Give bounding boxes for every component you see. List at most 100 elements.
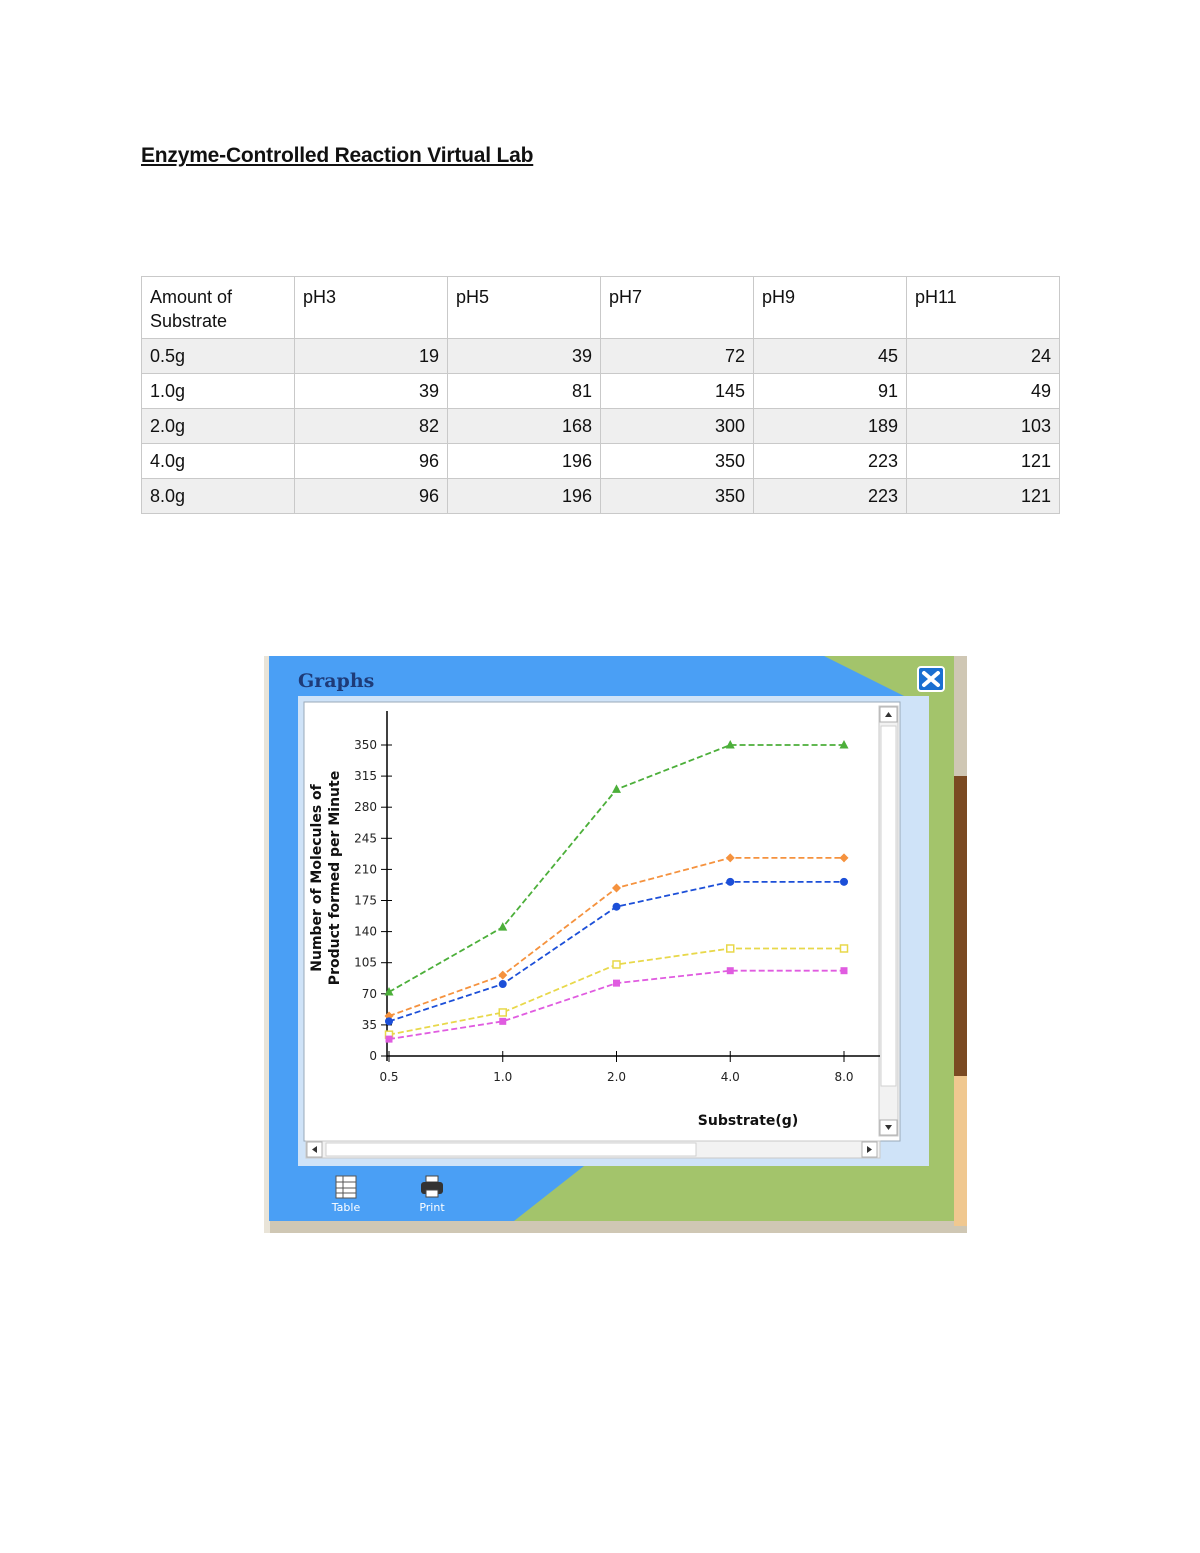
y-tick-label: 35 xyxy=(362,1018,377,1032)
table-cell: 223 xyxy=(753,443,907,479)
arrow-up-icon xyxy=(885,712,892,717)
data-point xyxy=(725,853,735,863)
x-axis-label: Substrate(g) xyxy=(698,1113,798,1129)
y-tick-label: 175 xyxy=(354,894,377,908)
data-point xyxy=(840,967,848,975)
table-row: 4.0g 96 196 350 223 121 xyxy=(141,443,1060,479)
table-cell: 168 xyxy=(447,408,601,444)
print-button[interactable]: Print xyxy=(419,1175,445,1214)
x-tick-label: 4.0 xyxy=(721,1070,740,1084)
table-row: 1.0g 39 81 145 91 49 xyxy=(141,373,1060,409)
scroll-thumb[interactable] xyxy=(325,1142,697,1157)
y-axis-label: Number of Molecules of xyxy=(309,783,325,971)
header-cell: pH11 xyxy=(906,276,1060,339)
data-point xyxy=(612,784,621,793)
arrow-down-icon xyxy=(885,1125,892,1130)
close-icon xyxy=(922,671,940,687)
table-cell: 196 xyxy=(447,478,601,514)
table-row: 8.0g 96 196 350 223 121 xyxy=(141,478,1060,514)
table-button[interactable]: Table xyxy=(331,1175,361,1214)
data-point xyxy=(840,877,848,886)
data-point xyxy=(498,980,507,989)
line-chart: 0 35 70 105 140 175 210 245 280 315 350 0.5 1.0 2.0 4.… xyxy=(309,711,880,1129)
table-cell: 189 xyxy=(753,408,907,444)
table-cell: 350 xyxy=(600,443,754,479)
table-cell: 96 xyxy=(294,478,448,514)
close-button[interactable] xyxy=(917,666,945,692)
arrow-left-icon xyxy=(312,1146,317,1153)
table-cell: 350 xyxy=(600,478,754,514)
data-point xyxy=(725,740,735,749)
y-tick-label: 245 xyxy=(354,831,377,845)
row-label: 8.0g xyxy=(141,478,295,514)
data-point xyxy=(612,960,621,969)
y-tick-label: 210 xyxy=(354,862,377,876)
row-label: 0.5g xyxy=(141,338,295,374)
y-tick-label: 280 xyxy=(354,800,377,814)
table-cell: 196 xyxy=(447,443,601,479)
table-button-label: Table xyxy=(331,1201,361,1214)
y-tick-label: 315 xyxy=(354,769,377,783)
table-cell: 82 xyxy=(294,408,448,444)
data-point xyxy=(613,979,620,987)
horizontal-scrollbar[interactable] xyxy=(305,1140,881,1159)
header-cell: pH5 xyxy=(447,276,601,339)
table-cell: 300 xyxy=(600,408,754,444)
data-point xyxy=(726,967,734,975)
document-title: Enzyme-Controlled Reaction Virtual Lab xyxy=(141,144,534,167)
table-cell: 103 xyxy=(906,408,1060,444)
y-tick-label: 0 xyxy=(369,1049,377,1063)
table-cell: 39 xyxy=(294,373,448,409)
row-label: 4.0g xyxy=(141,443,295,479)
graphs-window-screenshot: Graphs 0 35 70 105 140 175 210 245 2 xyxy=(264,656,967,1233)
data-point xyxy=(498,970,508,980)
table-cell: 72 xyxy=(600,338,754,374)
data-point xyxy=(839,853,849,863)
printer-icon xyxy=(421,1175,443,1198)
background-fragment xyxy=(954,1076,967,1226)
table-icon xyxy=(335,1175,357,1199)
table-cell: 223 xyxy=(753,478,907,514)
data-point xyxy=(498,1008,507,1017)
y-tick-label: 105 xyxy=(354,956,377,970)
table-cell: 49 xyxy=(906,373,1060,409)
table-cell: 81 xyxy=(447,373,601,409)
data-point xyxy=(612,883,621,893)
table-cell: 39 xyxy=(447,338,601,374)
header-cell: pH3 xyxy=(294,276,448,339)
table-cell: 96 xyxy=(294,443,448,479)
data-point xyxy=(385,1017,393,1026)
y-tick-label: 350 xyxy=(354,738,377,752)
data-point xyxy=(839,944,849,953)
y-tick-label: 70 xyxy=(362,987,377,1001)
background-fragment xyxy=(954,776,967,1076)
graphs-title: Graphs xyxy=(298,670,374,692)
data-point xyxy=(498,922,508,931)
vertical-scrollbar[interactable] xyxy=(878,705,899,1137)
table-cell: 145 xyxy=(600,373,754,409)
print-button-label: Print xyxy=(419,1201,445,1214)
x-tick-label: 1.0 xyxy=(493,1070,512,1084)
table-cell: 121 xyxy=(906,478,1060,514)
data-point xyxy=(726,944,735,953)
data-point xyxy=(384,987,394,996)
table-cell: 24 xyxy=(906,338,1060,374)
x-tick-label: 2.0 xyxy=(607,1070,626,1084)
scroll-thumb[interactable] xyxy=(880,725,897,1087)
table-cell: 121 xyxy=(906,443,1060,479)
data-point xyxy=(385,1035,393,1043)
x-tick-label: 8.0 xyxy=(834,1070,853,1084)
table-cell: 91 xyxy=(753,373,907,409)
table-row: 0.5g 19 39 72 45 24 xyxy=(141,338,1060,374)
table-row: 2.0g 82 168 300 189 103 xyxy=(141,408,1060,444)
row-label: 1.0g xyxy=(141,373,295,409)
row-label: 2.0g xyxy=(141,408,295,444)
header-cell: Amount of Substrate xyxy=(141,276,295,339)
x-tick-label: 0.5 xyxy=(379,1070,398,1084)
header-cell: pH9 xyxy=(753,276,907,339)
table-cell: 45 xyxy=(753,338,907,374)
data-point xyxy=(726,877,735,886)
graph-panel xyxy=(303,701,901,1142)
results-table: Amount of Substrate pH3 pH5 pH7 pH9 pH11… xyxy=(141,276,1060,514)
